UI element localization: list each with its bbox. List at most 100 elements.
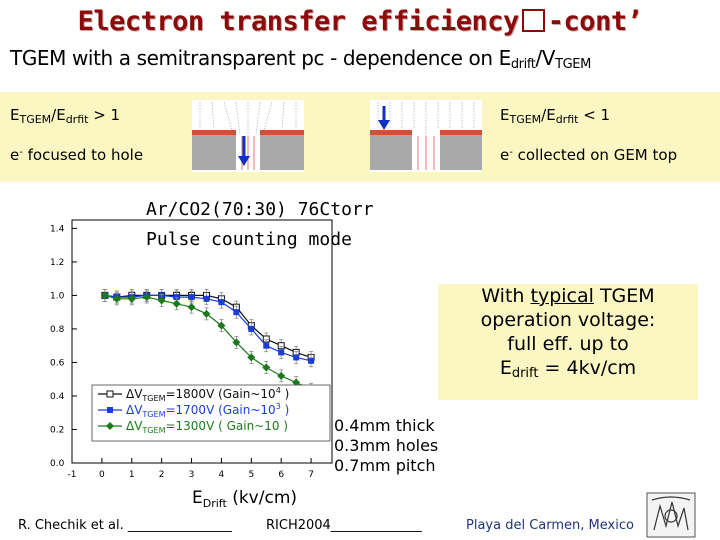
geometry-pitch: 0.7mm pitch	[334, 456, 436, 475]
ld-sup: -	[19, 147, 23, 158]
data-point	[202, 309, 211, 318]
y-tick-label: 0.8	[50, 325, 65, 335]
data-point	[263, 342, 270, 349]
left-condition-label: ETGEM/Edrfit > 1	[10, 106, 120, 126]
legend-label: ΔVTGEM=1700V (Gain~103 )	[126, 402, 289, 419]
x-tick-label: 7	[308, 470, 314, 480]
rd-sup: -	[509, 147, 513, 158]
field-lines-collected-diagram	[370, 100, 482, 172]
x-tick-label: -1	[68, 470, 77, 480]
slide-title: Electron transfer efficiency -cont’	[0, 6, 720, 37]
legend-marker	[106, 390, 114, 398]
data-point	[232, 338, 241, 347]
rc-e: E	[500, 106, 510, 124]
data-point	[188, 294, 195, 301]
x-tick-label: 4	[219, 470, 225, 480]
chart-handwritten-title-1: Ar/CO2(70:30) 76Ctorr	[146, 199, 374, 220]
data-point	[233, 309, 240, 316]
legend-label: ΔVTGEM=1800V (Gain~104 )	[126, 386, 289, 403]
series-3	[100, 289, 316, 396]
title-right: -cont’	[547, 6, 643, 37]
data-point	[173, 294, 180, 301]
callout-line-3: full eff. up to	[507, 333, 629, 355]
subtitle-sub-drift: drift	[510, 57, 536, 72]
subtitle-main: TGEM with a semitransparent pc - depende…	[10, 46, 511, 70]
lc-sub2: drfit	[65, 113, 89, 126]
data-point	[203, 295, 210, 302]
xlabel-main: E	[192, 488, 203, 508]
chart-x-axis-label: EDrift (kv/cm)	[192, 488, 297, 510]
data-point	[293, 354, 300, 361]
right-condition-desc: e- collected on GEM top	[500, 146, 677, 164]
xlabel-unit: (kv/cm)	[227, 488, 297, 508]
data-point	[100, 291, 109, 300]
callout-l1a: With	[481, 285, 531, 307]
rc-rel: < 1	[578, 106, 611, 124]
lc-e: E	[10, 106, 20, 124]
footer-author: R. Chechik et al. ________________	[18, 518, 232, 533]
lc-rel: > 1	[88, 106, 121, 124]
legend-marker	[107, 407, 113, 413]
chart-legend: ΔVTGEM=1800V (Gain~104 )ΔVTGEM=1700V (Ga…	[91, 384, 331, 442]
callout-l1b: TGEM	[593, 285, 655, 307]
callout-line-1: With typical TGEM	[438, 284, 698, 308]
rc-sub2: drfit	[555, 113, 579, 126]
lc-sub1: TGEM	[19, 113, 52, 126]
conference-logo-icon	[646, 492, 696, 538]
legend-box	[91, 384, 331, 442]
data-point	[248, 325, 255, 332]
legend-label: ΔVTGEM=1300V ( Gain~10 )	[126, 419, 288, 435]
footer-location: Playa del Carmen, Mexico	[466, 518, 634, 533]
data-point	[142, 293, 151, 302]
callout-l1-underlined: typical	[530, 285, 594, 307]
data-point	[292, 378, 301, 387]
y-tick-label: 0.6	[50, 358, 65, 368]
data-point	[277, 371, 286, 380]
rd-b: collected on GEM top	[512, 146, 678, 164]
data-point	[278, 349, 285, 356]
callout-l4b: = 4kv/cm	[538, 357, 637, 379]
ld-a: e	[10, 146, 20, 164]
conditions-band	[0, 92, 720, 182]
y-tick-label: 0.0	[50, 459, 65, 469]
callout-l4-sub: drift	[511, 366, 539, 381]
data-point	[308, 357, 315, 364]
right-condition-label: ETGEM/Edrfit < 1	[500, 106, 610, 126]
data-point	[218, 299, 225, 306]
typical-operation-callout: With typical TGEM operation voltage: ful…	[438, 284, 698, 400]
callout-line-2: operation voltage:	[480, 309, 656, 331]
y-tick-label: 1.4	[50, 224, 65, 234]
xlabel-sub: Drift	[203, 497, 228, 510]
x-tick-label: 1	[129, 470, 135, 480]
callout-l4a: E	[499, 357, 512, 379]
data-point	[217, 321, 226, 330]
x-tick-label: 5	[248, 470, 254, 480]
subtitle-sub-tgem: TGEM	[555, 57, 591, 72]
subtitle-slash: /V	[535, 46, 556, 70]
data-point	[157, 296, 166, 305]
data-point	[127, 294, 136, 303]
chart-series-layer	[100, 289, 316, 396]
x-tick-label: 0	[99, 470, 105, 480]
rc-sub1: TGEM	[509, 113, 542, 126]
left-condition-desc: e- focused to hole	[10, 146, 143, 164]
geometry-thickness: 0.4mm thick	[334, 416, 435, 435]
title-left: Electron transfer efficiency	[77, 6, 520, 37]
geometry-note: 0.4mm thick 0.3mm holes 0.7mm pitch	[334, 416, 438, 476]
data-point	[187, 303, 196, 312]
efficiency-chart: -1 0 1 2 3 4 5 6 7 0.0 0.2 0.4 0.6 0.8 1.0 1.2 1.4 ΔVTGE…	[50, 199, 374, 510]
ld-b: focused to hole	[22, 146, 144, 164]
y-tick-label: 1.0	[50, 291, 65, 301]
field-lines-focused-diagram	[192, 100, 304, 172]
slide-subtitle: TGEM with a semitransparent pc - depende…	[10, 46, 591, 72]
x-tick-label: 2	[159, 470, 165, 480]
y-tick-label: 0.4	[50, 392, 65, 402]
data-point	[247, 353, 256, 362]
plot-frame	[71, 219, 333, 464]
y-tick-label: 0.2	[50, 425, 64, 435]
footer-event: RICH2004______________	[266, 518, 422, 533]
y-tick-label: 1.2	[50, 258, 64, 268]
chart-axes: -1 0 1 2 3 4 5 6 7 0.0 0.2 0.4 0.6 0.8 1.0 1.2 1.4	[50, 219, 333, 480]
data-point	[112, 294, 121, 303]
missing-glyph-box-icon	[521, 9, 545, 32]
